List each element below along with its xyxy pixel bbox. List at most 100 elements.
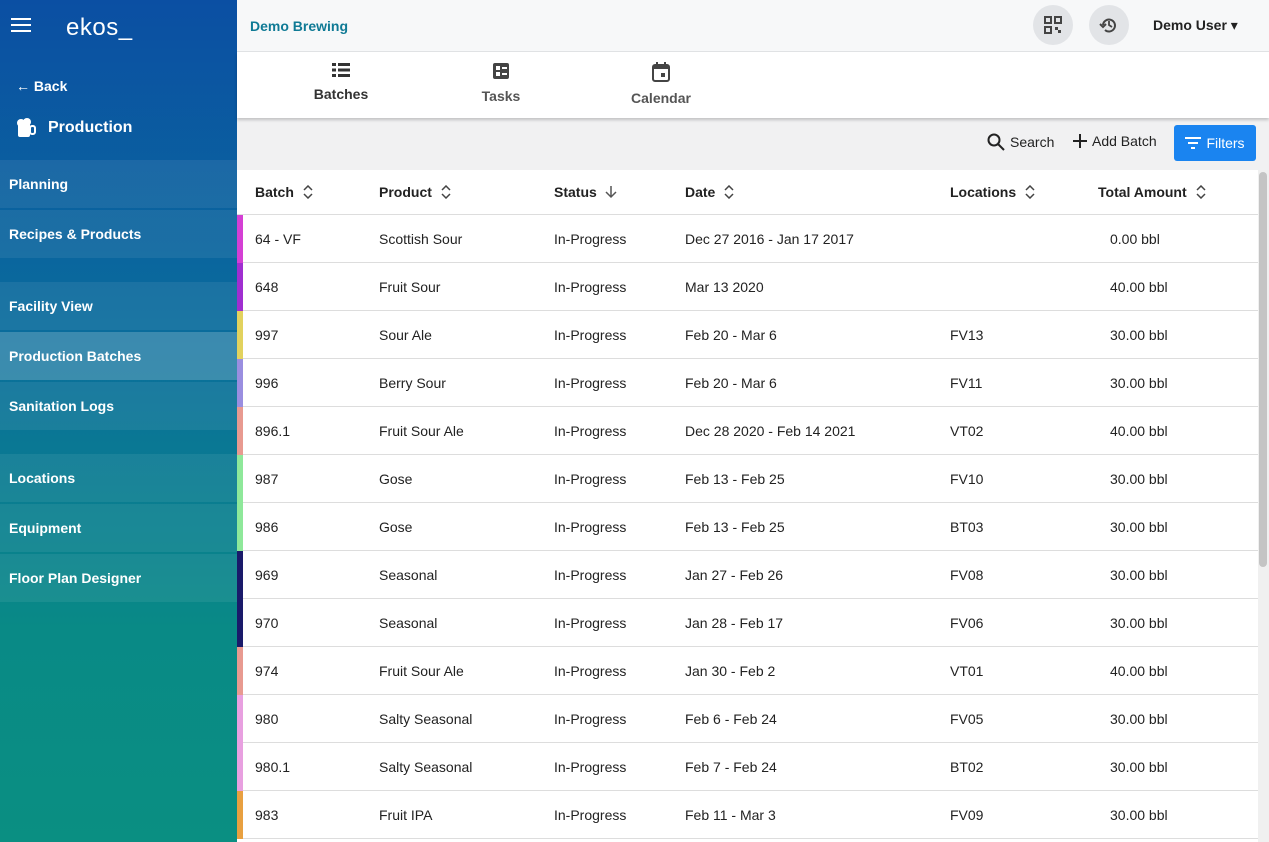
nav-item[interactable]: Sanitation Logs: [0, 382, 237, 430]
row-color: [237, 407, 243, 455]
tab[interactable]: Calendar: [611, 62, 711, 106]
scroll-thumb[interactable]: [1259, 172, 1267, 567]
table-row[interactable]: 969 Seasonal In-Progress Jan 27 - Feb 26 FV0…: [237, 551, 1258, 599]
table-cell: BT03: [950, 519, 984, 535]
tab[interactable]: Batches: [291, 62, 391, 102]
row-color: [237, 743, 243, 791]
nav-item[interactable]: Planning: [0, 160, 237, 208]
row-color: [237, 791, 243, 839]
row-color: [237, 215, 243, 263]
table-cell: Berry Sour: [379, 375, 446, 391]
header-row: Batch Product Status Date Locations Total Amo…: [237, 170, 1258, 215]
table-cell: Mar 13 2020: [685, 279, 764, 295]
table-cell: 30.00 bbl: [1110, 519, 1168, 535]
column-header[interactable]: Batch: [255, 184, 314, 200]
column-header[interactable]: Total Amount: [1098, 184, 1207, 200]
nav-item[interactable]: Facility View: [0, 282, 237, 330]
user-menu[interactable]: Demo User ▾: [1153, 17, 1238, 33]
row-color: [237, 503, 243, 551]
table-row[interactable]: 974 Fruit Sour Ale In-Progress Jan 30 - Feb…: [237, 647, 1258, 695]
table-row[interactable]: 983 Fruit IPA In-Progress Feb 11 - Mar 3 FV0…: [237, 791, 1258, 839]
table-cell: In-Progress: [554, 375, 627, 391]
table-cell: Feb 7 - Feb 24: [685, 759, 777, 775]
table-row[interactable]: 986 Gose In-Progress Feb 13 - Feb 25 BT03 30.…: [237, 503, 1258, 551]
table-row[interactable]: 64 - VF Scottish Sour In-Progress Dec 27 20…: [237, 215, 1258, 263]
section-icon: [17, 118, 36, 137]
table-cell: FV05: [950, 711, 984, 727]
table-cell: 980.1: [255, 759, 291, 775]
table-row[interactable]: 970 Seasonal In-Progress Jan 28 - Feb 17 FV0…: [237, 599, 1258, 647]
table-cell: BT02: [950, 759, 984, 775]
table-cell: Dec 28 2020 - Feb 14 2021: [685, 423, 856, 439]
menu-icon[interactable]: [11, 17, 31, 33]
column-header[interactable]: Product: [379, 184, 452, 200]
column-header[interactable]: Locations: [950, 184, 1036, 200]
qr-button[interactable]: [1033, 5, 1073, 45]
table-row[interactable]: 980.1 Salty Seasonal In-Progress Feb 7 - Fe…: [237, 743, 1258, 791]
table-row[interactable]: 987 Gose In-Progress Feb 13 - Feb 25 FV10 30.…: [237, 455, 1258, 503]
table-cell: Feb 20 - Mar 6: [685, 375, 777, 391]
back-link[interactable]: ← Back: [16, 78, 68, 94]
table-cell: 30.00 bbl: [1110, 567, 1168, 583]
table-cell: VT02: [950, 423, 984, 439]
sort-icon: [441, 185, 451, 199]
column-title: Total Amount: [1098, 184, 1187, 200]
table-cell: 648: [255, 279, 279, 295]
table-cell: Fruit Sour: [379, 279, 441, 295]
add-text: Add Batch: [1092, 133, 1157, 149]
table-cell: In-Progress: [554, 615, 627, 631]
table-cell: Seasonal: [379, 615, 438, 631]
table-cell: FV13: [950, 327, 984, 343]
table-cell: Feb 11 - Mar 3: [685, 807, 776, 823]
section-text: Production: [48, 119, 133, 136]
nav-item[interactable]: Recipes & Products: [0, 210, 237, 258]
sort-icon: [605, 186, 617, 199]
filters-text: Filters: [1206, 135, 1245, 151]
nav-gap: [0, 432, 237, 454]
table-row[interactable]: 648 Fruit Sour In-Progress Mar 13 2020 40.00…: [237, 263, 1258, 311]
sort-icon: [1196, 185, 1206, 199]
sort-icon: [724, 185, 734, 199]
row-color: [237, 311, 243, 359]
tab-label: Tasks: [481, 88, 521, 104]
column-header[interactable]: Status: [554, 184, 617, 200]
add-batch-button[interactable]: Add Batch: [1073, 133, 1157, 149]
table-cell: In-Progress: [554, 519, 627, 535]
history-button[interactable]: [1089, 5, 1129, 45]
table-cell: Sour Ale: [379, 327, 432, 343]
table-cell: In-Progress: [554, 327, 627, 343]
table-cell: 980: [255, 711, 279, 727]
table-cell: In-Progress: [554, 471, 627, 487]
row-color: [237, 695, 243, 743]
nav-item[interactable]: Locations: [0, 454, 237, 502]
nav-item[interactable]: Production Batches: [0, 332, 237, 380]
table-cell: Dec 27 2016 - Jan 17 2017: [685, 231, 854, 247]
batch-table: Batch Product Status Date Locations Total Amo…: [237, 170, 1258, 839]
table-cell: 64 - VF: [255, 231, 301, 247]
table-cell: Seasonal: [379, 567, 438, 583]
back-text: Back: [33, 78, 68, 94]
table-cell: 40.00 bbl: [1110, 663, 1168, 679]
table-cell: Feb 6 - Feb 24: [685, 711, 777, 727]
company-name[interactable]: Demo Brewing: [250, 18, 349, 34]
sort-icon: [1025, 185, 1035, 199]
table-cell: Fruit Sour Ale: [379, 663, 464, 679]
filters-button[interactable]: Filters: [1174, 125, 1256, 161]
tab[interactable]: Tasks: [451, 62, 551, 104]
table-cell: Feb 13 - Feb 25: [685, 471, 785, 487]
table-row[interactable]: 980 Salty Seasonal In-Progress Feb 6 - Feb …: [237, 695, 1258, 743]
nav-item[interactable]: Floor Plan Designer: [0, 554, 237, 602]
tab-label: Batches: [313, 86, 369, 102]
top-bar: Demo Brewing Demo User ▾: [237, 0, 1269, 52]
table-row[interactable]: 996 Berry Sour In-Progress Feb 20 - Mar 6 FV…: [237, 359, 1258, 407]
table-cell: 997: [255, 327, 279, 343]
table-row[interactable]: 997 Sour Ale In-Progress Feb 20 - Mar 6 FV13…: [237, 311, 1258, 359]
search-button[interactable]: Search: [987, 133, 1054, 151]
nav-item[interactable]: Equipment: [0, 504, 237, 552]
row-color: [237, 647, 243, 695]
column-header[interactable]: Date: [685, 184, 735, 200]
table-cell: 30.00 bbl: [1110, 327, 1168, 343]
table-row[interactable]: 896.1 Fruit Sour Ale In-Progress Dec 28 202…: [237, 407, 1258, 455]
table-cell: Scottish Sour: [379, 231, 463, 247]
section-title: Production: [16, 118, 132, 138]
